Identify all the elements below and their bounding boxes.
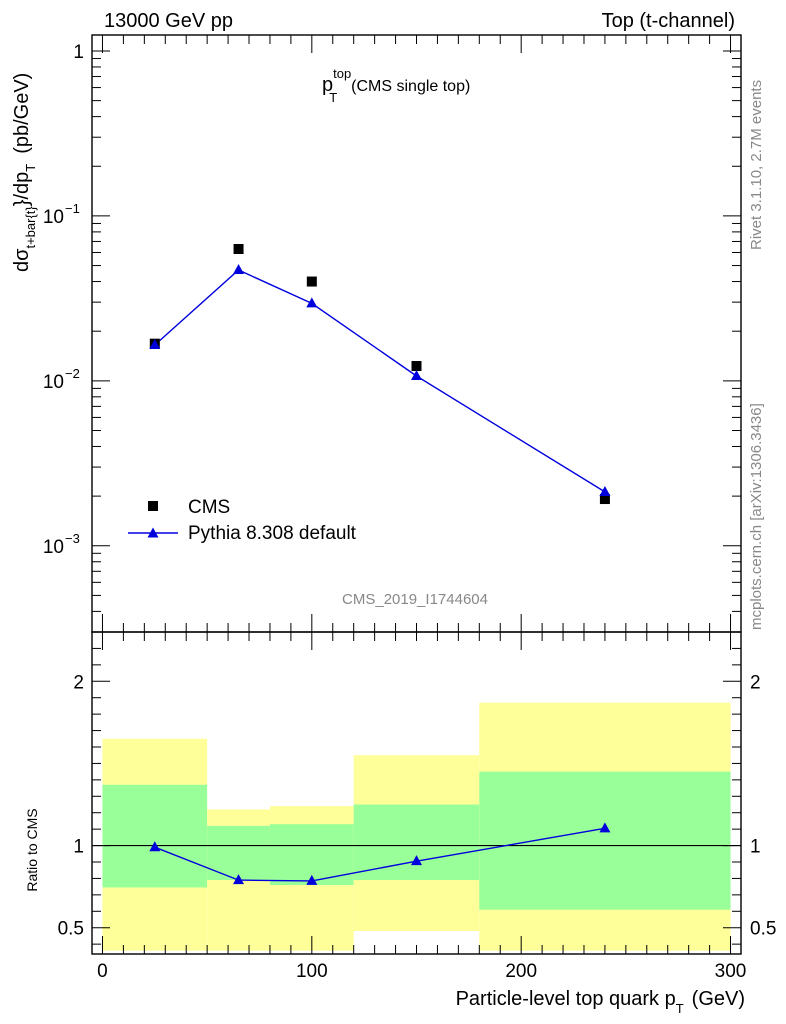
band-inner-1 <box>207 825 270 881</box>
y-axis-label: dσt+bar{t}}/dpT (pb/GeV) <box>11 73 38 272</box>
ratio-y-tick-label-right: 1 <box>750 837 761 858</box>
cms-data-point <box>306 276 317 287</box>
ratio-y-tick-label-left: 0.5 <box>58 919 84 940</box>
legend-cms-label: CMS <box>188 497 230 518</box>
legend: CMS Pythia 8.308 default <box>128 497 357 544</box>
plot-title-sup: top <box>333 66 351 81</box>
mc-point <box>411 369 422 380</box>
y-label-d: dσ <box>11 248 33 272</box>
x-axis-label: Particle-level top quark pT (GeV) <box>456 988 745 1016</box>
ratio-y-tick-label-left: 1 <box>73 837 84 858</box>
y-tick-exponent: −2 <box>65 366 80 381</box>
band-inner-0 <box>102 784 208 888</box>
x-label-main: Particle-level top quark p <box>456 988 676 1010</box>
ratio-mc-point <box>599 822 611 833</box>
x-label-sub: T <box>676 1001 684 1016</box>
ratio-panel <box>92 702 741 951</box>
band-inner-3 <box>353 804 480 881</box>
y-label-sub: t+bar{t} <box>23 206 38 249</box>
header-right: Top (t-channel) <box>602 10 735 32</box>
y-label-rest: }/dp <box>11 172 33 206</box>
y-tick-label: 10 <box>43 537 64 558</box>
band-inner-2 <box>269 824 354 885</box>
mcplots-label: mcplots.cern.ch [arXiv:1306.3436] <box>748 403 765 630</box>
axes: 110−110−210 −30.5 0.51 12 20 100 200 300 <box>43 35 776 982</box>
x-label-unit: (GeV) <box>692 988 745 1010</box>
y-label-sub2: T <box>23 164 38 172</box>
ratio-mc-point <box>411 855 422 866</box>
legend-cms-marker <box>148 501 158 511</box>
plot-title-main: p <box>322 74 333 96</box>
x-tick-label: 200 <box>505 961 537 982</box>
y-tick-exponent: −1 <box>65 201 80 216</box>
x-tick-label: 300 <box>715 961 747 982</box>
mc-point <box>306 297 318 308</box>
mc-point <box>599 485 611 496</box>
x-tick-label: 100 <box>296 961 328 982</box>
cms-data-point <box>411 361 422 372</box>
y-tick-exponent: −3 <box>65 531 80 546</box>
ratio-mc-point <box>149 841 161 852</box>
ratio-mc-point <box>306 874 318 885</box>
ratio-y-tick-label-left: 2 <box>73 672 84 693</box>
ratio-axis-label: Ratio to CMS <box>24 808 40 891</box>
plot-title-suffix: (CMS single top) <box>351 78 470 95</box>
mc-point <box>149 338 161 349</box>
upper-panel <box>149 244 611 505</box>
mc-line <box>154 269 606 493</box>
legend-mc-marker <box>147 527 159 538</box>
header-left: 13000 GeV pp <box>104 10 233 32</box>
cms-data-point <box>233 244 244 255</box>
rivet-label: Rivet 3.1.10, 2.7M events <box>748 80 765 250</box>
plot-title: ptop T (CMS single top) <box>322 66 470 105</box>
y-tick-label: 10 <box>43 372 64 393</box>
legend-mc-label: Pythia 8.308 default <box>188 523 357 544</box>
y-label-unit: (pb/GeV) <box>11 73 33 154</box>
y-tick-label: 1 <box>73 42 84 63</box>
band-inner-4 <box>479 771 731 910</box>
ratio-y-tick-label-right: 2 <box>750 672 761 693</box>
ratio-y-tick-label-right: 0.5 <box>750 919 776 940</box>
cms-data-point <box>599 494 610 505</box>
plot-title-sub: T <box>329 90 337 105</box>
analysis-watermark: CMS_2019_I1744604 <box>342 591 488 608</box>
y-tick-label: 10 <box>43 207 64 228</box>
ratio-mc-point <box>233 874 245 885</box>
x-tick-label: 0 <box>97 961 108 982</box>
mc-point <box>233 263 245 274</box>
